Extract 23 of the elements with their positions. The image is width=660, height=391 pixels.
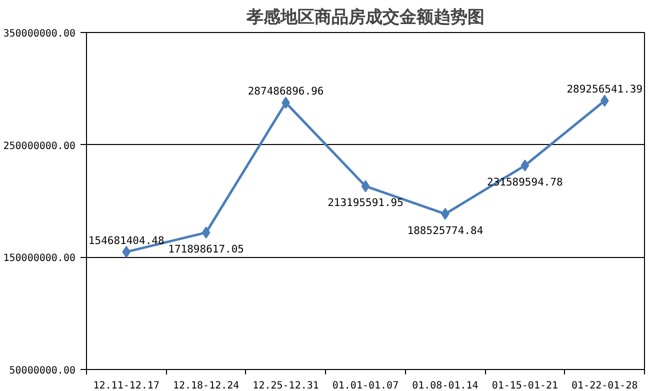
x-tick-label: 12.11-12.17 <box>93 380 160 391</box>
point <box>122 246 131 258</box>
data-label: 287486896.96 <box>248 86 324 98</box>
chart-title: 孝感地区商品房成交金额趋势图 <box>246 8 484 28</box>
data-label: 154681404.48 <box>88 234 164 247</box>
x-tick-label: 01-22-01-28 <box>572 380 638 391</box>
y-tick-label: 350000000.00 <box>3 28 76 40</box>
x-tick-label: 12.18-12.24 <box>172 380 240 391</box>
point <box>520 160 530 172</box>
y-tick-label: 250000000.00 <box>3 140 76 152</box>
data-label: 171898617.05 <box>168 244 244 256</box>
y-tick-label: 150000000.00 <box>3 253 76 264</box>
y-tick-label: 50000000.00 <box>9 366 76 376</box>
data-label: 213195591.95 <box>328 197 404 210</box>
point <box>202 226 210 239</box>
x-tick-label: 01.01-01.07 <box>332 380 399 391</box>
point <box>600 94 609 107</box>
x-tick-label: 01.08-01.14 <box>412 380 478 391</box>
x-tick-label: 12.25-12.31 <box>252 380 319 391</box>
data-label: 188525774.84 <box>407 224 484 237</box>
data-label: 289256541.39 <box>566 84 643 96</box>
point <box>361 180 370 192</box>
x-tick-label: 01-15-01-21 <box>492 380 558 391</box>
